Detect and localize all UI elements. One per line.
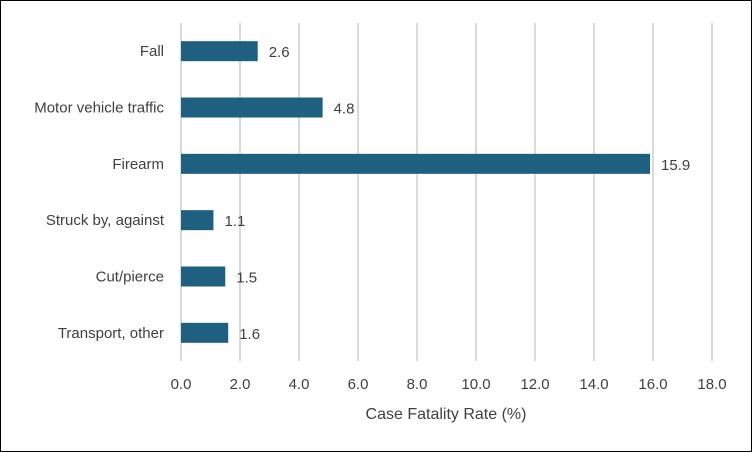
bars <box>181 41 651 343</box>
bar <box>181 210 214 231</box>
x-tick-label: 0.0 <box>171 376 192 393</box>
x-tick-label: 14.0 <box>579 376 608 393</box>
data-label: 1.1 <box>224 213 245 230</box>
category-label: Struck by, against <box>46 212 165 229</box>
x-tick-label: 18.0 <box>697 376 726 393</box>
category-label: Transport, other <box>58 325 164 342</box>
x-tick-label: 2.0 <box>230 376 251 393</box>
data-label: 4.8 <box>334 101 355 118</box>
bar <box>181 266 226 287</box>
data-label: 15.9 <box>661 157 690 174</box>
bar <box>181 153 651 174</box>
category-label: Fall <box>140 43 164 60</box>
x-tick-labels: 0.0 2.0 4.0 6.0 8.0 10.0 12.0 14.0 16.0 18.0 <box>171 376 727 393</box>
x-tick-label: 16.0 <box>638 376 667 393</box>
x-tick-label: 12.0 <box>520 376 549 393</box>
x-tick-label: 6.0 <box>348 376 369 393</box>
x-tick-label: 4.0 <box>289 376 310 393</box>
category-labels: Fall Motor vehicle traffic Firearm Struck b… <box>34 43 165 342</box>
x-tick-label: 8.0 <box>407 376 428 393</box>
category-label: Cut/pierce <box>96 269 164 286</box>
bar <box>181 97 323 118</box>
x-tick-label: 10.0 <box>461 376 490 393</box>
data-label: 2.6 <box>269 44 290 61</box>
category-label: Motor vehicle traffic <box>34 100 164 117</box>
category-label: Firearm <box>112 156 164 173</box>
gridlines <box>180 23 713 361</box>
data-label: 1.6 <box>239 326 260 343</box>
bar <box>181 41 258 62</box>
x-axis-title: Case Fatality Rate (%) <box>366 406 527 423</box>
data-label: 1.5 <box>236 270 257 287</box>
bar <box>181 322 229 343</box>
data-labels: 2.6 4.8 15.9 1.1 1.5 1.6 <box>224 44 690 343</box>
